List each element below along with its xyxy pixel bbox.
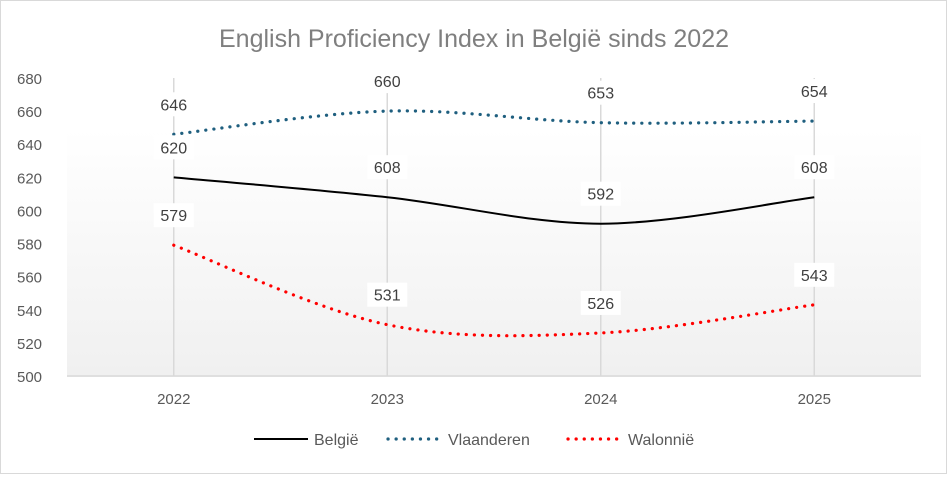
data-label: 608	[374, 160, 401, 177]
x-tick-label: 2024	[584, 391, 617, 408]
legend-label: Walonnië	[628, 432, 694, 449]
y-tick-label: 580	[17, 237, 42, 254]
plot-background	[67, 129, 921, 377]
data-label-bg	[794, 79, 835, 104]
data-label: 653	[587, 86, 614, 103]
y-tick-label: 640	[17, 137, 42, 154]
y-tick-label: 540	[17, 303, 42, 320]
y-tick-label: 500	[17, 369, 42, 386]
data-label: 592	[587, 187, 614, 204]
legend-label: België	[314, 432, 359, 449]
x-tick-label: 2022	[157, 391, 190, 408]
y-tick-label: 600	[17, 203, 42, 220]
legend-label: Vlaanderen	[448, 432, 530, 449]
data-label-bg	[580, 181, 621, 206]
data-label: 526	[587, 296, 614, 313]
data-label-bg	[794, 262, 835, 287]
data-label: 660	[374, 74, 401, 91]
y-tick-label: 660	[17, 104, 42, 121]
data-label: 620	[160, 140, 187, 157]
series-line-0	[173, 176, 815, 225]
x-tick-label: 2023	[371, 391, 404, 408]
data-label-bg	[367, 69, 408, 94]
legend-item-2: Walonnië	[566, 432, 694, 449]
data-label-bg	[153, 135, 194, 160]
data-label-bg	[153, 203, 194, 228]
data-label-bg	[153, 92, 194, 117]
data-label-bg	[367, 282, 408, 307]
data-label: 531	[374, 288, 401, 305]
data-label-bg	[794, 155, 835, 180]
x-tick-label: 2025	[798, 391, 831, 408]
y-tick-label: 520	[17, 336, 42, 353]
series-line-2	[172, 243, 816, 338]
y-tick-label: 680	[17, 71, 42, 88]
legend-item-0: België	[254, 432, 359, 449]
data-label: 579	[160, 208, 187, 225]
chart-title: English Proficiency Index in België sind…	[219, 25, 729, 53]
y-tick-label: 560	[17, 270, 42, 287]
legend-item-1: Vlaanderen	[386, 432, 530, 449]
data-label-bg	[580, 80, 621, 105]
data-label: 608	[801, 160, 828, 177]
y-tick-label: 620	[17, 170, 42, 187]
data-label-bg	[367, 155, 408, 180]
data-label: 543	[801, 268, 828, 285]
data-label: 654	[801, 84, 828, 101]
data-label-bg	[580, 290, 621, 315]
data-label: 646	[160, 97, 187, 114]
